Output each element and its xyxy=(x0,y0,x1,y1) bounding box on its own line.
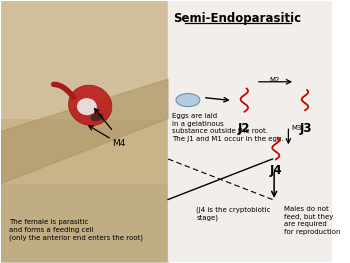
Text: M3: M3 xyxy=(292,125,302,130)
Text: M2: M2 xyxy=(269,78,279,83)
Bar xyxy=(1,1,168,262)
Bar xyxy=(168,1,332,262)
Text: Eggs are laid
in a gelatinous
substance outside the root.
The J1 and M1 occur in: Eggs are laid in a gelatinous substance … xyxy=(173,113,284,142)
Text: J3: J3 xyxy=(299,122,312,135)
Text: J4: J4 xyxy=(270,164,282,177)
Polygon shape xyxy=(1,79,168,184)
Text: J2: J2 xyxy=(238,122,251,135)
Text: (J4 is the cryptobiotic
stage): (J4 is the cryptobiotic stage) xyxy=(196,206,271,221)
Text: M4: M4 xyxy=(112,139,125,148)
Ellipse shape xyxy=(90,113,103,121)
Text: Males do not
feed, but they
are required
for reproduction: Males do not feed, but they are required… xyxy=(284,206,341,235)
Ellipse shape xyxy=(176,94,200,107)
Ellipse shape xyxy=(77,98,97,115)
Text: The female is parasitic
and forms a feeding cell
(only the anterior end enters t: The female is parasitic and forms a feed… xyxy=(9,219,143,241)
Text: Semi-Endoparasitic: Semi-Endoparasitic xyxy=(174,12,302,26)
Ellipse shape xyxy=(69,85,112,125)
